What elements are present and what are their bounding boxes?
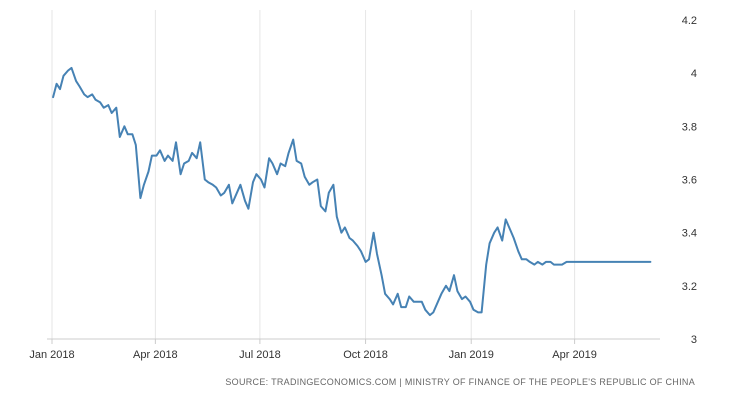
y-axis: 3 3.2 3.4 3.6 3.8 4 4.2 xyxy=(682,15,697,346)
source-attribution: SOURCE: TRADINGECONOMICS.COM | MINISTRY … xyxy=(225,377,695,387)
y-tick-label: 3.6 xyxy=(682,175,697,187)
y-tick-label: 3.8 xyxy=(682,121,697,133)
x-tick-label: Oct 2018 xyxy=(343,349,388,361)
x-tick-label: Jan 2019 xyxy=(449,349,494,361)
y-tick-label: 4 xyxy=(691,68,697,80)
y-tick-label: 3.2 xyxy=(682,281,697,293)
x-tick-label: Apr 2018 xyxy=(133,349,178,361)
x-axis: Jan 2018 Apr 2018 Jul 2018 Oct 2018 Jan 2019… xyxy=(29,339,597,361)
grid-lines xyxy=(51,10,576,339)
x-tick-label: Jan 2018 xyxy=(29,349,74,361)
x-tick-label: Jul 2018 xyxy=(239,349,281,361)
y-tick-label: 3.4 xyxy=(682,228,697,240)
y-tick-label: 4.2 xyxy=(682,15,697,27)
x-tick-label: Apr 2019 xyxy=(552,349,597,361)
y-tick-label: 3 xyxy=(691,334,697,346)
series-line xyxy=(52,66,652,317)
